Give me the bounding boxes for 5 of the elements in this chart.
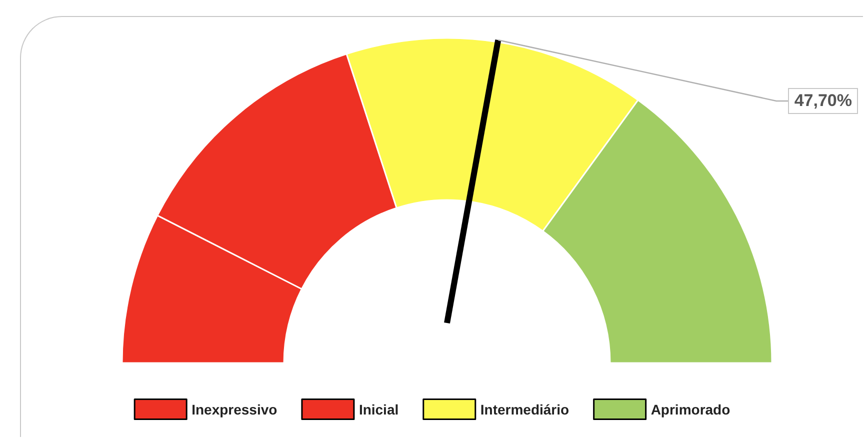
legend-label: Inicial (358, 401, 399, 418)
text: 47,70% (788, 88, 858, 114)
legend-label: Aprimorado (650, 401, 730, 418)
legend-label: Inexpressivo (192, 401, 278, 418)
legend-label: Intermediário (480, 401, 570, 418)
